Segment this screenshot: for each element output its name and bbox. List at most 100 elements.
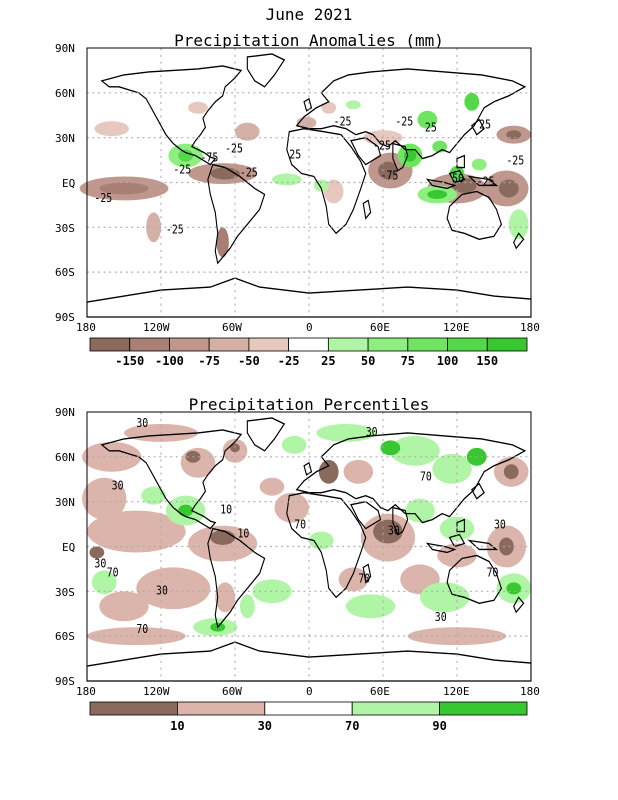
- contour-label: -25: [477, 175, 495, 189]
- colorbar-swatch: [208, 337, 250, 352]
- contour-label: -25: [373, 139, 391, 153]
- contour-label: 30: [435, 610, 447, 624]
- percentile-map: 30 30 30 70 10 30 70 10 70 30 30 70 70 3…: [82, 412, 532, 681]
- contour-label: -75: [381, 169, 399, 183]
- lat-label: 60N: [55, 87, 75, 100]
- lon-label: 120E: [443, 685, 470, 698]
- colorbar-label: 30: [258, 719, 272, 733]
- contour-label: -25: [395, 115, 413, 129]
- contour-label: -25: [173, 163, 191, 177]
- anomaly-map: -25 -25 -25 -75 -25 25 -25 -25 25 25 50 …: [79, 48, 532, 317]
- lon-label: 60W: [222, 685, 242, 698]
- contour-label: 30: [94, 557, 106, 571]
- contour-label: 50: [452, 172, 464, 186]
- lon-label: 120W: [143, 685, 170, 698]
- contour-label: -25: [166, 222, 184, 236]
- colorbar-label: 10: [170, 719, 184, 733]
- contour-label: 70: [294, 518, 306, 532]
- anomaly-panel-title: Precipitation Anomalies (mm): [174, 31, 444, 50]
- contour-label: 10: [237, 527, 249, 541]
- contour-label: 70: [136, 622, 148, 636]
- colorbar-swatch: [486, 337, 528, 352]
- percentile-lat-axis: 90N 60N 30N EQ 30S 60S 90S: [55, 406, 75, 688]
- colorbar-label: 100: [437, 354, 459, 368]
- colorbar-label: 75: [401, 354, 415, 368]
- lat-label: 30N: [55, 496, 75, 509]
- anomaly-lat-axis: 90N 60N 30N EQ 30S 60S 90S: [55, 42, 75, 324]
- colorbar-swatch: [89, 701, 178, 716]
- colorbar-swatch: [327, 337, 369, 352]
- percentile-colorbar: 10 30 70 90: [89, 701, 528, 733]
- lon-label: 180: [520, 685, 540, 698]
- lon-label: 180: [76, 685, 96, 698]
- lon-label: 120E: [443, 321, 470, 334]
- percentile-lon-axis: 180 120W 60W 0 60E 120E 180: [76, 685, 540, 698]
- colorbar-swatch: [129, 337, 170, 352]
- lat-label: 90N: [55, 406, 75, 419]
- lat-label: 90N: [55, 42, 75, 55]
- percentile-contour-labels: 30 30 30 70 10 30 70 10 70 30 30 70 70 3…: [94, 416, 505, 636]
- lat-label: 90S: [55, 311, 75, 324]
- contour-label: 30: [494, 518, 506, 532]
- lon-label: 60E: [370, 685, 390, 698]
- lon-label: 60W: [222, 321, 242, 334]
- contour-label: -25: [506, 154, 524, 168]
- colorbar-swatch: [439, 701, 528, 716]
- contour-label: -25: [94, 191, 112, 205]
- percentile-dry-regions: [82, 423, 529, 646]
- lat-label: 30N: [55, 132, 75, 145]
- lat-label: 60S: [55, 630, 75, 643]
- anomaly-contour-labels: -25 -25 -25 -75 -25 25 -25 -25 25 25 50 …: [94, 115, 524, 237]
- anomaly-lon-axis: 180 120W 60W 0 60E 120E 180: [76, 321, 540, 334]
- lon-label: 0: [306, 321, 313, 334]
- lon-label: 60E: [370, 321, 390, 334]
- percentile-panel-title: Precipitation Percentiles: [189, 395, 430, 414]
- lat-label: 30S: [55, 222, 75, 235]
- colorbar-swatch: [264, 701, 353, 716]
- colorbar-label: -150: [115, 354, 144, 368]
- lon-label: 180: [520, 321, 540, 334]
- contour-label: 30: [366, 425, 378, 439]
- lon-label: 120W: [143, 321, 170, 334]
- colorbar-swatch: [248, 337, 290, 352]
- colorbar-swatch: [447, 337, 488, 352]
- lat-label: 60S: [55, 266, 75, 279]
- figure-title: June 2021: [266, 5, 353, 24]
- colorbar-label: 70: [345, 719, 359, 733]
- colorbar-swatch: [169, 337, 210, 352]
- lat-label: EQ: [62, 177, 75, 190]
- colorbar-label: -25: [278, 354, 300, 368]
- lat-label: EQ: [62, 541, 75, 554]
- contour-label: 70: [420, 470, 432, 484]
- contour-label: 30: [112, 479, 124, 493]
- colorbar-label: -100: [155, 354, 184, 368]
- lat-label: 30S: [55, 586, 75, 599]
- contour-label: 10: [220, 503, 232, 517]
- contour-label: -25: [240, 166, 258, 180]
- colorbar-swatch: [367, 337, 409, 352]
- contour-label: 70: [107, 565, 119, 579]
- contour-label: 70: [358, 571, 370, 585]
- colorbar-swatch: [407, 337, 448, 352]
- anomaly-colorbar: -150 -100 -75 -50 -25 25 50 75 100 150: [89, 337, 528, 368]
- colorbar-swatch: [89, 337, 131, 352]
- contour-label: -25: [225, 142, 243, 156]
- contour-label: 25: [289, 148, 301, 162]
- lat-label: 60N: [55, 451, 75, 464]
- colorbar-label: 25: [321, 354, 335, 368]
- colorbar-label: 150: [476, 354, 498, 368]
- colorbar-label: -75: [198, 354, 220, 368]
- lon-label: 180: [76, 321, 96, 334]
- percentile-panel: Precipitation Percentiles: [55, 395, 540, 733]
- contour-label: -75: [200, 151, 218, 165]
- contour-label: 30: [136, 416, 148, 430]
- colorbar-label: -50: [238, 354, 260, 368]
- colorbar-swatch: [351, 701, 441, 716]
- colorbar-label: 90: [432, 719, 446, 733]
- colorbar-swatch: [176, 701, 266, 716]
- contour-label: 30: [156, 583, 168, 597]
- lon-label: 0: [306, 685, 313, 698]
- anomaly-dry-regions: [79, 101, 531, 258]
- percentile-wet-regions: [91, 423, 531, 637]
